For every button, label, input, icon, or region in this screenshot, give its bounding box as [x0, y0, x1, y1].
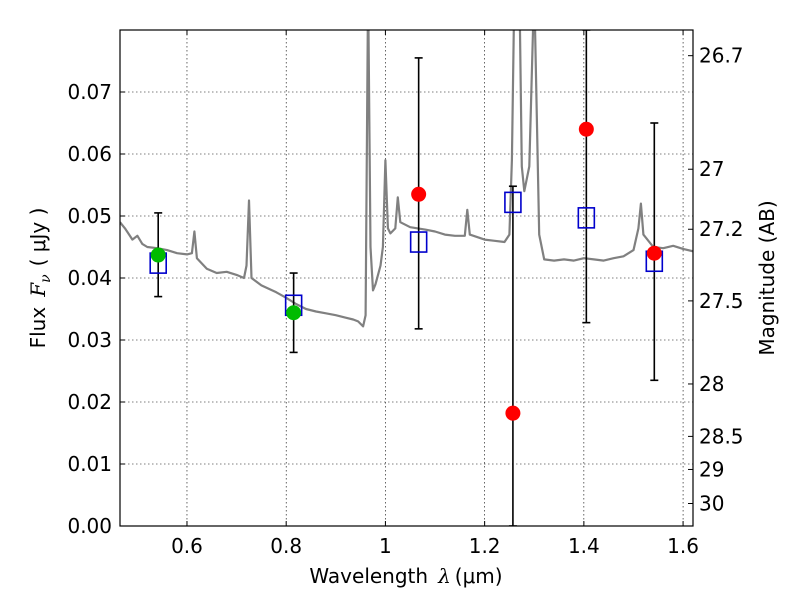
- nondetection-point: [646, 245, 662, 261]
- axis-ticks: 0.6 0.8 1 1.2 1.4 1.6 0.00 0.01 0.02 0.03 0.04 0.05…: [67, 30, 744, 558]
- x-tick-label: 1: [379, 534, 392, 558]
- y2-tick-label: 27.5: [699, 289, 744, 313]
- x-tick-label: 1.2: [469, 534, 501, 558]
- spectrum-line: [120, 30, 693, 328]
- x-tick-label: 0.8: [270, 534, 302, 558]
- y2-tick-label: 27.2: [699, 217, 744, 241]
- y-tick-label: 0.03: [67, 328, 112, 352]
- y-tick-label: 0.04: [67, 266, 112, 290]
- nondetection-point: [505, 405, 521, 421]
- model-point: [409, 231, 428, 253]
- plot-frame: [119, 29, 694, 527]
- x-axis-title: Wavelength λ (μm): [309, 564, 502, 588]
- x-tick-label: 1.6: [667, 534, 699, 558]
- y-tick-label: 0.05: [67, 204, 112, 228]
- model-point: [577, 207, 596, 229]
- y2-tick-label: 28: [699, 372, 724, 396]
- y-axis-title: FluxFν( μJy ): [26, 208, 54, 349]
- y2-axis-title: Magnitude (AB): [755, 200, 779, 355]
- nondetection-point: [411, 186, 427, 202]
- detection-point: [286, 305, 302, 321]
- detection-point: [150, 247, 166, 263]
- y-tick-label: 0.02: [67, 390, 112, 414]
- y2-tick-label: 27: [699, 157, 724, 181]
- y2-tick-label: 28.5: [699, 424, 744, 448]
- grid-lines: [120, 30, 693, 527]
- x-tick-label: 1.4: [568, 534, 600, 558]
- y-tick-label: 0.01: [67, 452, 112, 476]
- y-tick-label: 0.00: [67, 514, 112, 538]
- x-tick-label: 0.6: [171, 534, 203, 558]
- y2-tick-label: 26.7: [699, 44, 744, 68]
- model-point: [504, 191, 522, 214]
- y2-tick-label: 30: [699, 491, 724, 515]
- y2-tick-label: 29: [699, 457, 724, 481]
- y-tick-label: 0.06: [67, 142, 112, 166]
- plot-data: [120, 30, 693, 526]
- y-tick-label: 0.07: [67, 80, 112, 104]
- nondetection-point: [578, 121, 594, 137]
